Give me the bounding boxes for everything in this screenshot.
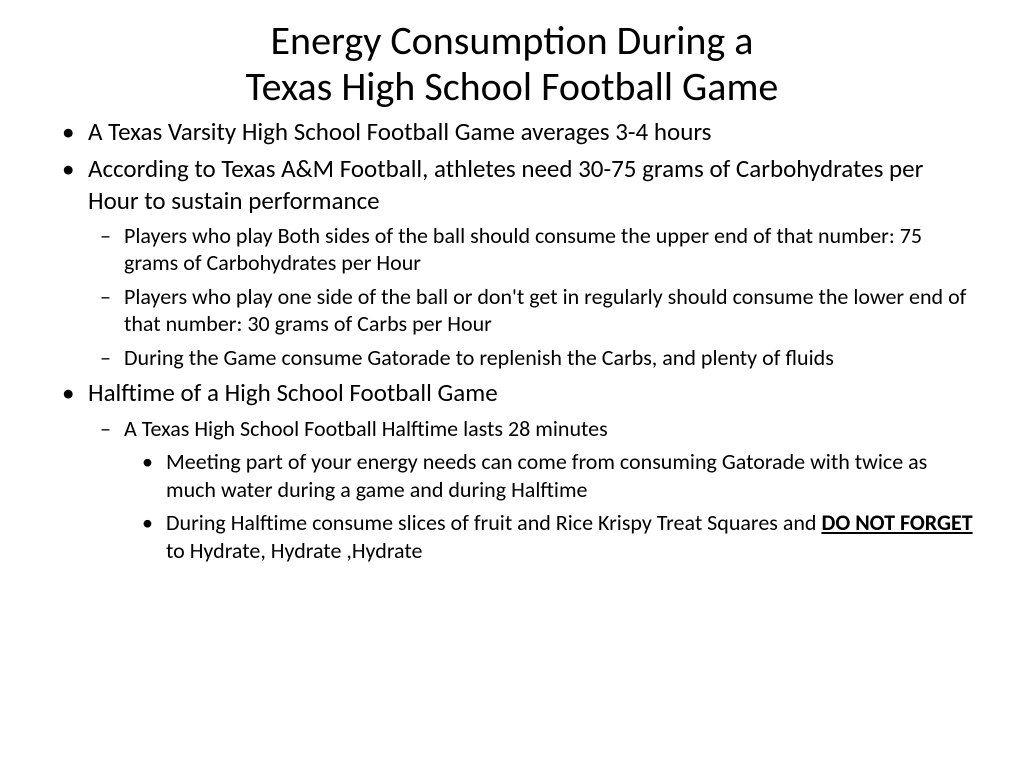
text-part: During Halftime consume slices of fruit …	[166, 509, 821, 536]
list-item: Players who play one side of the ball or…	[48, 283, 976, 338]
slide-title: Energy Consumption During a Texas High S…	[48, 18, 976, 110]
emphasis-text: DO NOT FORGET	[821, 509, 972, 536]
title-line-1: Energy Consumption During a	[271, 16, 754, 65]
list-item: Players who play Both sides of the ball …	[48, 222, 976, 277]
text-part: to Hydrate, Hydrate ,Hydrate	[166, 537, 422, 564]
list-item: Halftime of a High School Football Game	[48, 377, 976, 408]
list-item: A Texas High School Football Halftime la…	[48, 415, 976, 443]
list-item: During Halftime consume slices of fruit …	[48, 509, 976, 564]
list-item: According to Texas A&M Football, athlete…	[48, 153, 976, 216]
list-item: Meeting part of your energy needs can co…	[48, 448, 976, 503]
title-line-2: Texas High School Football Game	[246, 62, 779, 111]
bullet-list: A Texas Varsity High School Football Gam…	[48, 116, 976, 564]
list-item: A Texas Varsity High School Football Gam…	[48, 116, 976, 147]
list-item: During the Game consume Gatorade to repl…	[48, 344, 976, 372]
